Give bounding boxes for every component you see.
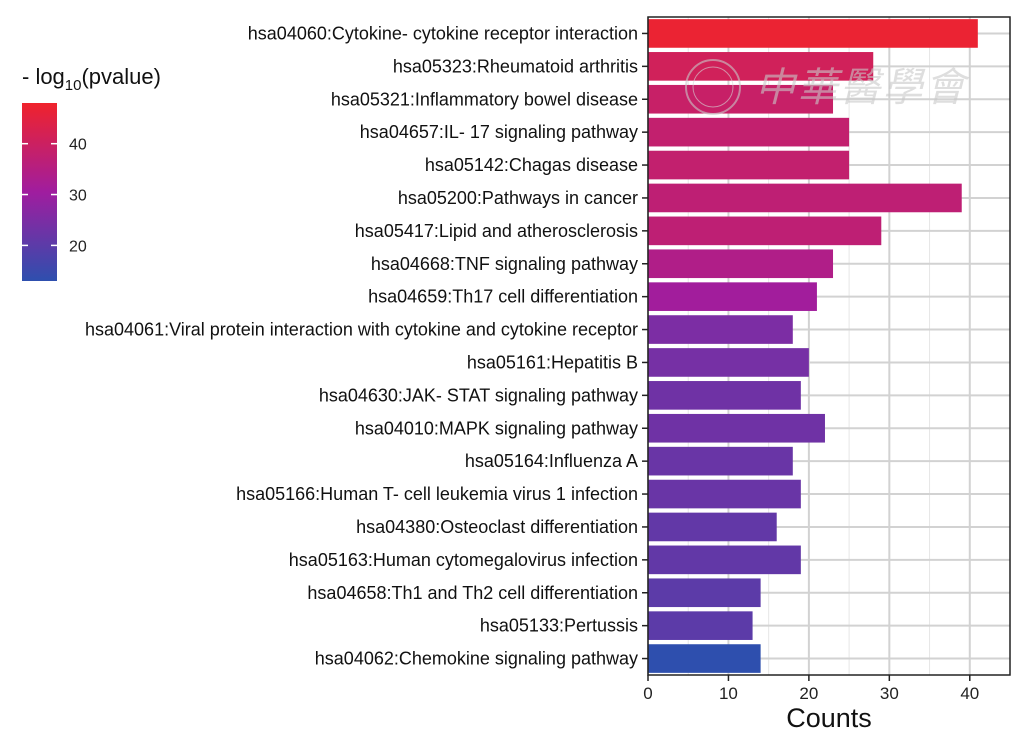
category-label: hsa05323:Rheumatoid arthritis xyxy=(393,56,638,76)
category-label: hsa05161:Hepatitis B xyxy=(467,352,638,372)
bar xyxy=(648,315,793,344)
gridlines xyxy=(647,17,1011,675)
x-axis-title: Counts xyxy=(786,703,872,733)
bar xyxy=(648,19,978,48)
x-axis-ticks: 0 10 20 30 40 xyxy=(643,675,979,703)
bar xyxy=(648,611,753,640)
watermark-seal-inner xyxy=(692,66,734,108)
bar xyxy=(648,52,874,81)
bar xyxy=(648,150,850,180)
category-label: hsa04062:Chemokine signaling pathway xyxy=(315,649,638,669)
watermark-seal xyxy=(685,59,741,115)
legend-colorbar xyxy=(22,103,57,281)
legend-title-subscript: 10 xyxy=(65,77,82,94)
category-label: hsa04380:Osteoclast differentiation xyxy=(356,517,638,537)
category-label: hsa04659:Th17 cell differentiation xyxy=(368,287,638,307)
legend-title-suffix: (pvalue) xyxy=(81,64,160,89)
category-label: hsa05321:Inflammatory bowel disease xyxy=(331,89,638,109)
category-label: hsa05142:Chagas disease xyxy=(425,155,638,175)
bar xyxy=(648,644,761,673)
category-label: hsa04657:IL- 17 signaling pathway xyxy=(360,122,638,142)
plot-panel-border xyxy=(647,16,1011,676)
legend-title: - log10(pvalue) xyxy=(22,64,161,94)
watermark-text: 中華醫學會 xyxy=(755,65,970,111)
category-label: hsa05164:Influenza A xyxy=(465,451,638,471)
bar xyxy=(648,512,777,542)
x-tick-label: 10 xyxy=(719,684,738,703)
x-tick-label: 40 xyxy=(960,684,979,703)
bar xyxy=(648,117,850,147)
category-label: hsa04668:TNF signaling pathway xyxy=(371,254,638,274)
bar xyxy=(648,446,793,476)
bar xyxy=(648,479,801,509)
category-label: hsa05133:Pertussis xyxy=(480,616,638,636)
category-label: hsa04630:JAK- STAT signaling pathway xyxy=(319,385,638,405)
bar xyxy=(648,216,882,246)
watermark: 中華醫學會 xyxy=(685,59,970,115)
category-label: hsa05163:Human cytomegalovirus infection xyxy=(289,550,638,570)
bar xyxy=(648,183,962,213)
bar xyxy=(648,282,817,311)
legend-title-prefix: - log xyxy=(22,64,65,89)
category-label: hsa05200:Pathways in cancer xyxy=(398,188,638,208)
legend-tick-label: 20 xyxy=(69,238,87,255)
bar xyxy=(648,348,809,377)
legend: - log10(pvalue) 20 30 40 xyxy=(22,64,161,281)
legend-tick-label: 40 xyxy=(69,137,87,154)
category-label: hsa04061:Viral protein interaction with … xyxy=(85,320,638,340)
legend-ticks: 20 30 40 xyxy=(22,137,87,255)
bar xyxy=(648,578,761,608)
category-label: hsa05417:Lipid and atherosclerosis xyxy=(355,221,638,241)
x-tick-label: 20 xyxy=(799,684,818,703)
legend-tick-label: 30 xyxy=(69,188,87,205)
category-label: hsa04010:MAPK signaling pathway xyxy=(355,418,638,438)
bar xyxy=(648,249,834,279)
x-tick-label: 30 xyxy=(880,684,899,703)
bar xyxy=(648,381,801,410)
bar xyxy=(648,413,825,443)
bars xyxy=(648,19,978,673)
category-labels: hsa04060:Cytokine- cytokine receptor int… xyxy=(85,23,648,669)
x-tick-label: 0 xyxy=(643,684,652,703)
category-label: hsa04060:Cytokine- cytokine receptor int… xyxy=(248,23,638,43)
category-label: hsa05166:Human T- cell leukemia virus 1 … xyxy=(236,484,638,504)
category-label: hsa04658:Th1 and Th2 cell differentiatio… xyxy=(307,583,638,603)
bar xyxy=(648,545,801,575)
